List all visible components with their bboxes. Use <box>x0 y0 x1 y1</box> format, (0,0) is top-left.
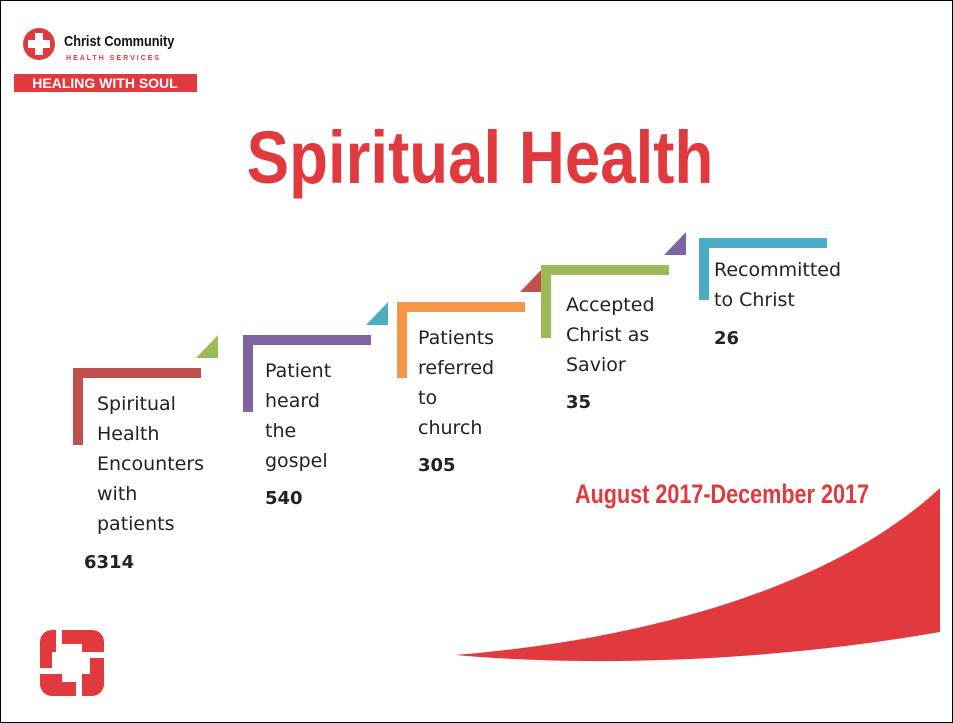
step-bar <box>699 238 827 248</box>
step-bar <box>243 335 371 345</box>
logo-part <box>40 674 76 696</box>
step-label: Spiritual <box>97 393 176 415</box>
step-bar <box>397 302 407 378</box>
bottom-logo <box>40 630 104 696</box>
step-bar <box>397 302 525 312</box>
step-label: Christ as <box>566 324 649 346</box>
title: Spiritual Health <box>247 117 714 200</box>
step-bar <box>73 368 201 378</box>
step-triangle <box>196 335 218 358</box>
steps: Spiritual Health Encounters with patients 631… <box>73 232 841 573</box>
step-value: 305 <box>418 455 456 476</box>
step-label: Patient <box>265 360 331 382</box>
tagline-box <box>14 74 197 92</box>
step-bar <box>541 265 551 338</box>
step-label: to Christ <box>714 289 795 311</box>
step-value: 26 <box>714 328 739 349</box>
logo-part <box>82 658 104 696</box>
step-label: church <box>418 417 482 439</box>
step-triangle <box>520 269 542 292</box>
step-label: Savior <box>566 354 626 376</box>
step-triangle <box>664 232 686 255</box>
step-label: the <box>265 420 296 442</box>
logo-part <box>62 630 104 652</box>
step-bar <box>541 265 669 275</box>
logo-tagline: HEALING WITH SOUL <box>32 75 178 91</box>
logo-subname: HEALTH SERVICES <box>66 55 161 62</box>
step-label: Accepted <box>566 294 655 316</box>
step-label: Encounters <box>97 453 204 475</box>
step-label: to <box>418 387 437 409</box>
step-bar <box>699 238 709 300</box>
step-value: 6314 <box>84 552 134 573</box>
step-label: heard <box>265 390 320 412</box>
logo-cross <box>28 33 50 55</box>
logo-part <box>40 630 56 668</box>
step-triangle <box>366 302 388 325</box>
step-bar <box>73 368 83 445</box>
step-value: 35 <box>566 392 591 413</box>
step-bar <box>243 335 253 412</box>
step-label: patients <box>97 513 175 535</box>
period: August 2017-December 2017 <box>575 480 869 510</box>
step-label: Health <box>97 423 159 445</box>
step-label: gospel <box>265 450 328 472</box>
step-label: Patients <box>418 327 494 349</box>
step-label: Recommitted <box>714 259 841 281</box>
step-label: with <box>97 483 137 505</box>
swoosh <box>455 488 940 662</box>
step-label: referred <box>418 357 494 379</box>
step-value: 540 <box>265 488 303 509</box>
logo-name: Christ Community <box>64 32 175 49</box>
logo: Christ Community HEALTH SERVICES HEALING… <box>14 28 197 92</box>
